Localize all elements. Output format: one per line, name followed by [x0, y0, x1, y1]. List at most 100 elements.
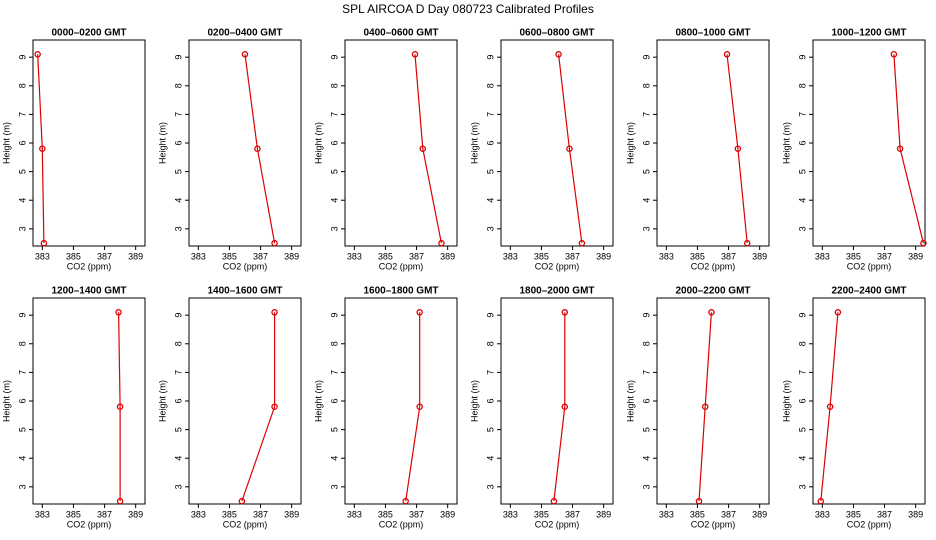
profile-line	[37, 54, 45, 244]
panel-title: 1000–1200 GMT	[831, 28, 906, 39]
y-tick-label: 8	[173, 341, 183, 346]
x-tick-label: 385	[690, 509, 705, 519]
y-tick-label: 6	[797, 140, 807, 145]
x-tick-label: 387	[253, 509, 268, 519]
x-tick-label: 387	[409, 509, 424, 519]
y-tick-label: 5	[17, 427, 27, 432]
x-tick-label: 389	[440, 251, 455, 261]
x-tick-label: 389	[128, 509, 143, 519]
x-tick-label: 387	[409, 251, 424, 261]
data-point	[896, 145, 904, 152]
x-tick-label: 389	[440, 509, 455, 519]
y-tick-label: 6	[329, 398, 339, 403]
data-point	[416, 309, 423, 316]
y-tick-label: 9	[173, 55, 183, 60]
y-tick-label: 3	[17, 484, 27, 489]
panel-title: 2000–2200 GMT	[675, 286, 750, 297]
data-point	[271, 239, 278, 247]
panel-title: 1600–1800 GMT	[363, 286, 438, 297]
data-point	[271, 403, 278, 410]
y-axis-label: Height (m)	[157, 380, 167, 422]
x-tick-label: 389	[128, 251, 143, 261]
x-tick-label: 383	[191, 509, 206, 519]
panel-title: 1400–1600 GMT	[207, 286, 282, 297]
y-tick-label: 7	[641, 370, 651, 375]
y-tick-label: 6	[17, 140, 27, 145]
data-point	[890, 51, 898, 58]
x-tick-label: 387	[877, 509, 892, 519]
x-axis-label: CO2 (ppm)	[847, 519, 892, 529]
y-tick-label: 8	[329, 83, 339, 88]
x-axis-label: CO2 (ppm)	[379, 261, 424, 271]
x-tick-label: 385	[534, 509, 549, 519]
y-tick-label: 5	[797, 427, 807, 432]
y-tick-label: 4	[485, 456, 495, 461]
y-tick-label: 9	[641, 55, 651, 60]
x-axis-label: CO2 (ppm)	[223, 261, 268, 271]
x-tick-label: 385	[66, 251, 81, 261]
y-tick-label: 7	[17, 370, 27, 375]
y-tick-label: 8	[485, 341, 495, 346]
y-axis-label: Height (m)	[781, 380, 791, 422]
panel-title: 0400–0600 GMT	[363, 28, 438, 39]
y-tick-label: 5	[329, 427, 339, 432]
profile-line	[893, 54, 924, 244]
panel-title: 1200–1400 GMT	[51, 286, 126, 297]
data-point	[826, 403, 834, 410]
y-tick-label: 8	[17, 341, 27, 346]
data-point	[695, 497, 703, 505]
y-tick-label: 4	[485, 198, 495, 203]
data-point	[238, 497, 246, 505]
y-tick-label: 7	[173, 112, 183, 117]
plot-frame	[344, 297, 458, 505]
y-tick-label: 5	[797, 169, 807, 174]
y-tick-label: 5	[173, 427, 183, 432]
x-tick-label: 385	[690, 251, 705, 261]
y-tick-label: 7	[485, 112, 495, 117]
y-tick-label: 4	[173, 198, 183, 203]
y-tick-label: 7	[797, 370, 807, 375]
data-point	[115, 309, 122, 316]
panel-title: 1800–2000 GMT	[519, 286, 594, 297]
data-point	[550, 497, 558, 505]
plot-frame	[32, 297, 146, 505]
y-tick-label: 3	[329, 484, 339, 489]
y-axis-label: Height (m)	[157, 122, 167, 164]
data-point	[723, 51, 731, 58]
x-tick-label: 389	[908, 251, 923, 261]
x-tick-label: 385	[378, 251, 393, 261]
profile-line	[553, 312, 566, 502]
y-tick-label: 5	[641, 427, 651, 432]
y-tick-label: 8	[485, 83, 495, 88]
y-tick-label: 6	[641, 398, 651, 403]
y-tick-label: 9	[329, 313, 339, 318]
plot-frame	[812, 39, 926, 247]
x-axis-label: CO2 (ppm)	[67, 261, 112, 271]
x-tick-label: 383	[815, 509, 830, 519]
profile-line	[726, 54, 748, 244]
x-tick-label: 387	[877, 251, 892, 261]
y-tick-label: 5	[329, 169, 339, 174]
y-tick-label: 5	[485, 169, 495, 174]
y-tick-label: 5	[485, 427, 495, 432]
profile-line	[405, 312, 421, 502]
y-tick-label: 7	[17, 112, 27, 117]
data-point	[743, 239, 751, 247]
x-tick-label: 383	[347, 251, 362, 261]
y-axis-label: Height (m)	[625, 380, 635, 422]
panel-title: 0600–0800 GMT	[519, 28, 594, 39]
y-tick-label: 3	[797, 226, 807, 231]
x-tick-label: 383	[503, 251, 518, 261]
x-tick-label: 387	[721, 509, 736, 519]
x-tick-label: 385	[222, 251, 237, 261]
data-point	[920, 239, 927, 247]
x-tick-label: 389	[908, 509, 923, 519]
data-point	[419, 145, 427, 152]
data-point	[241, 51, 249, 58]
x-tick-label: 383	[35, 251, 50, 261]
page-title: SPL AIRCOA D Day 080723 Calibrated Profi…	[342, 2, 594, 16]
x-tick-label: 383	[35, 509, 50, 519]
y-tick-label: 8	[797, 83, 807, 88]
x-axis-label: CO2 (ppm)	[223, 519, 268, 529]
x-axis-label: CO2 (ppm)	[67, 519, 112, 529]
